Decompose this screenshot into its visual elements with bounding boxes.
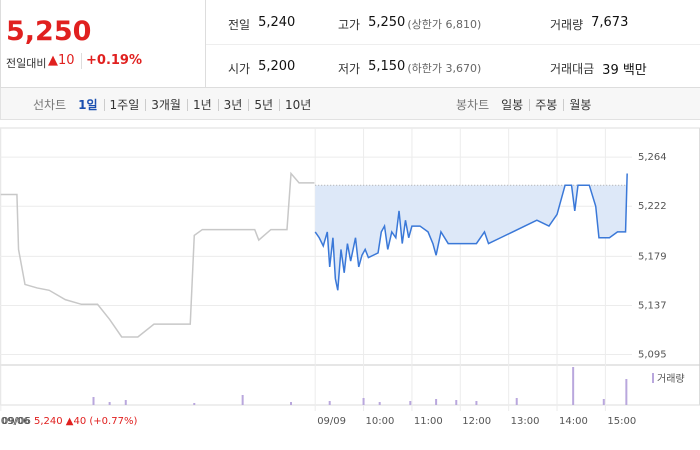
tab[interactable]: 5년 [254,98,274,112]
field-label: 거래대금 [550,62,595,76]
volume-bar [572,367,575,405]
tab[interactable]: 1주일 [109,98,140,112]
tab-group-label: 선차트 [33,98,67,112]
volume-bar [455,400,458,405]
field-label: 시가 [228,62,251,76]
tab-divider [279,99,281,111]
tab[interactable]: 주봉 [535,98,558,112]
volume-bar [515,398,518,405]
x-tick-label: 09/09 [317,416,346,427]
x-tick-label: 13:00 [511,416,540,427]
volume-bar [602,399,605,405]
y-tick-label: 5,222 [638,201,667,212]
tab-bar [0,88,700,120]
x-tick-label: 15:00 [607,416,636,427]
tab-divider [248,99,250,111]
field-value: 5,150 [368,59,406,74]
y-tick-label: 5,264 [638,152,667,163]
tab[interactable]: 3년 [223,98,243,112]
footer-date: 09/06 [2,416,31,427]
field-value: 5,200 [258,59,296,74]
volume-bar [290,402,293,405]
field-label: 거래량 [550,18,584,32]
divider [206,44,700,45]
tab[interactable]: 일봉 [501,98,524,112]
field-value: 39 백만 [602,63,647,78]
divider [81,53,82,69]
price-line [0,171,315,338]
divider [205,0,206,88]
tab-divider [103,99,105,111]
tab-divider [145,99,147,111]
field-value: 5,250 [368,15,406,30]
volume-bar [241,395,244,405]
tab-divider [217,99,219,111]
plot-frame [0,127,700,406]
tab[interactable]: 10년 [285,98,312,112]
price: 5,250 [6,16,92,47]
y-tick-label: 5,179 [638,251,667,262]
tab-divider [529,99,531,111]
tab[interactable]: 3개월 [151,98,181,112]
volume-bar [193,403,196,405]
legend-swatch [652,373,654,383]
volume-bar [108,402,111,405]
field-note: (하한가 3,670) [407,62,482,75]
volume-bar [475,401,478,405]
x-tick-label: 14:00 [559,416,588,427]
volume-bar [362,398,365,405]
tab-divider [563,99,565,111]
x-tick-label: 12:00 [462,416,491,427]
volume-bar [378,402,381,405]
x-tick-label: 11:00 [414,416,443,427]
tab[interactable]: 월봉 [569,98,592,112]
field-label: 저가 [338,62,361,76]
reference-area [315,173,628,291]
change-label: 전일대비 [6,57,47,70]
footer-info: 5,240 ▲40 (+0.77%) [34,416,137,427]
field-value: 7,673 [591,15,629,30]
tab-group-label: 봉차트 [456,98,490,112]
y-tick-label: 5,095 [638,349,667,360]
volume-bar [124,400,127,405]
volume-bar [328,401,331,405]
change: ▲10 [48,53,75,68]
field-label: 전일 [228,18,251,32]
volume-bar [435,399,438,405]
y-tick-label: 5,137 [638,300,667,311]
x-tick-label: 10:00 [366,416,395,427]
x-tick-label: 09/06 [1,416,30,427]
tab[interactable]: 1일 [78,98,98,112]
price-line [314,173,628,291]
volume-bar [625,379,628,405]
tab-divider [186,99,188,111]
volume-bar [409,401,412,405]
field-label: 고가 [338,18,361,32]
change-pct: +0.19% [86,53,142,68]
field-value: 5,240 [258,15,296,30]
quote-panel [0,0,700,88]
volume-bar [92,397,95,405]
tab[interactable]: 1년 [192,98,212,112]
legend-label: 거래량 [657,373,685,385]
field-note: (상한가 6,810) [407,18,482,31]
